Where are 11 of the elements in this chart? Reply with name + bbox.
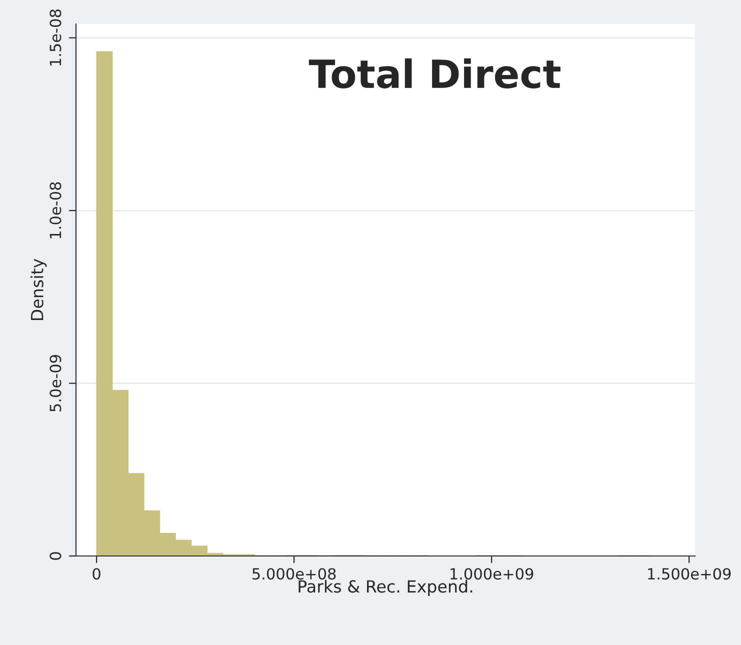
x-tick-label: 5.000e+08 (252, 568, 336, 580)
y-axis-title: Density (30, 258, 47, 320)
x-axis-title: Parks & Rec. Expend. (298, 580, 472, 596)
text: Total Direct (308, 58, 560, 88)
y-tick-label: 5.0e-09 (50, 355, 62, 412)
y-tick-label: 1.5e-08 (50, 10, 62, 66)
x-tick-label: 1.500e+09 (648, 568, 731, 580)
y-tick-label: 1.0e-08 (50, 182, 62, 238)
x-tick-label: 1.000e+09 (450, 568, 534, 580)
y-tick-label: 0 (50, 552, 62, 560)
x-tick-label: 0 (92, 568, 100, 580)
